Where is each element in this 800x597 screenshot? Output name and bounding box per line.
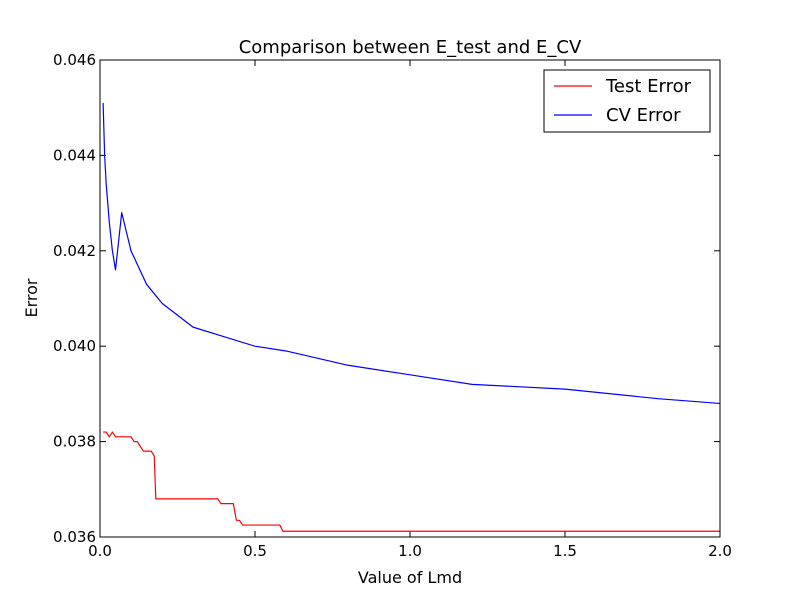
x-tick-label: 1.5 [553,542,577,560]
y-tick-label: 0.046 [53,51,96,69]
y-tick: 0.042 [53,242,720,260]
y-tick-label: 0.040 [53,337,96,355]
legend-item: Test Error [554,76,692,97]
series-line-test-error [103,431,720,532]
y-axis-label: Error [22,278,41,317]
y-tick-label: 0.036 [53,528,96,546]
x-tick-label: 0.5 [243,542,267,560]
y-tick-label: 0.042 [53,242,96,260]
legend-item: CV Error [554,105,681,126]
x-tick: 0.5 [243,60,267,560]
x-tick-label: 1.0 [398,542,422,560]
x-tick-label: 0.0 [88,542,112,560]
x-tick-label: 2.0 [708,542,732,560]
series-lines [102,102,721,532]
axis-ticks: 0.0 0.5 1.0 1.5 2.0 0.036 0.038 0.040 0.042 0.044… [53,51,732,560]
chart-title: Comparison between E_test and E_CV [239,37,582,58]
legend-label: Test Error [605,76,692,97]
x-tick: 1.0 [398,60,422,560]
plot-frame [99,59,721,538]
y-tick: 0.040 [53,337,720,355]
y-tick-label: 0.044 [53,146,96,164]
y-tick: 0.038 [53,433,720,451]
legend: Test Error CV Error [543,69,711,133]
y-tick: 0.044 [53,146,720,164]
legend-box [543,69,711,133]
series-line-cv-error [102,102,721,405]
x-axis-label: Value of Lmd [358,568,462,587]
legend-label: CV Error [606,105,681,126]
y-tick-label: 0.038 [53,433,96,451]
x-tick: 1.5 [553,60,577,560]
